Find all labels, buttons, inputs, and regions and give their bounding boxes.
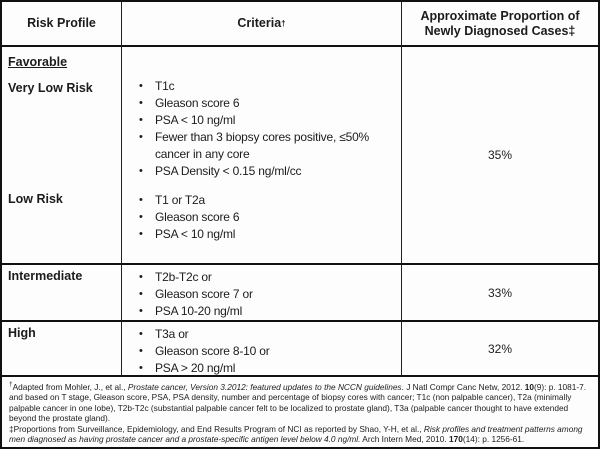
criteria-item: T2b-T2c or [132, 269, 397, 286]
footnote-text: 170 [449, 434, 463, 445]
row-label-low-risk: Low Risk [8, 192, 63, 206]
intermediate-proportion-cell: 33% [402, 265, 598, 322]
criteria-item: PSA 10-20 ng/ml [132, 303, 397, 320]
proportion-value: 33% [487, 285, 513, 300]
group-label-favorable: Favorable [8, 55, 68, 69]
footnote-text: Adapted from Mohler, J., et al., [12, 381, 128, 392]
footnote-adapted: †Adapted from Mohler, J., et al., Prosta… [9, 380, 591, 424]
header-criteria: Criteria † [122, 2, 402, 47]
criteria-item: Gleason score 8-10 or [132, 343, 397, 360]
footnotes-section: †Adapted from Mohler, J., et al., Prosta… [2, 377, 598, 447]
header-proportion-line1: Approximate Proportion of [420, 8, 580, 23]
footnote-text: J Natl Compr Canc Netw, 2012. [403, 381, 525, 392]
criteria-item: T1c [132, 78, 397, 95]
header-criteria-label: Criteria [237, 16, 282, 30]
proportion-value: 35% [487, 148, 513, 162]
favorable-label-cell: Favorable Very Low Risk Low Risk [2, 47, 122, 265]
footnote-text: (9): p. 1081-7. and based on T stage, Gl… [9, 381, 587, 424]
row-label-very-low-risk: Very Low Risk [8, 81, 93, 95]
criteria-list-low-risk: T1 or T2aGleason score 6PSA < 10 ng/ml [132, 192, 397, 243]
criteria-item: PSA < 10 ng/ml [132, 226, 397, 243]
footnote-marker: † [9, 381, 13, 388]
criteria-item: T3a or [132, 326, 397, 343]
header-risk-profile-label: Risk Profile [27, 16, 96, 30]
high-criteria-cell: T3a orGleason score 8-10 orPSA > 20 ng/m… [122, 322, 402, 377]
row-label-text: High [8, 326, 36, 340]
footnote-text: 10 [524, 381, 534, 392]
criteria-item: Gleason score 7 or [132, 286, 397, 303]
criteria-item: Gleason score 6 [132, 95, 397, 112]
header-proportion-line2: Newly Diagnosed Cases‡ [424, 23, 576, 38]
footnote-text: Arch Intern Med, 2010. [360, 434, 450, 445]
row-label-intermediate: Intermediate [2, 265, 122, 322]
favorable-proportion-cell: 35% [402, 47, 598, 265]
criteria-list-very-low-risk: T1cGleason score 6PSA < 10 ng/mlFewer th… [132, 78, 397, 180]
criteria-item: Gleason score 6 [132, 209, 397, 226]
criteria-item: T1 or T2a [132, 192, 397, 209]
header-risk-profile: Risk Profile [2, 2, 122, 47]
intermediate-criteria-cell: T2b-T2c orGleason score 7 orPSA 10-20 ng… [122, 265, 402, 322]
criteria-list-intermediate: T2b-T2c orGleason score 7 orPSA 10-20 ng… [132, 269, 397, 320]
high-proportion-cell: 32% [402, 322, 598, 377]
criteria-item: PSA < 10 ng/ml [132, 112, 397, 129]
criteria-item: Fewer than 3 biopsy cores positive, ≤50%… [132, 129, 397, 163]
criteria-item: PSA Density < 0.15 ng/ml/cc [132, 163, 397, 180]
proportion-value: 32% [487, 341, 513, 356]
dagger-superscript: † [281, 19, 286, 28]
footnote-text: ‡Proportions from Surveillance, Epidemio… [9, 423, 424, 434]
criteria-item: PSA > 20 ng/ml [132, 360, 397, 375]
footnote-proportions: ‡Proportions from Surveillance, Epidemio… [9, 424, 591, 445]
footnote-text: Risk profiles and treatment patterns amo… [9, 423, 583, 445]
row-label-text: Intermediate [8, 269, 83, 283]
row-label-high: High [2, 322, 122, 377]
footnote-text: (14): p. 1256-61. [462, 434, 525, 445]
criteria-list-high: T3a orGleason score 8-10 orPSA > 20 ng/m… [132, 326, 397, 375]
footnote-text: Prostate cancer, Version 3.2012: feature… [127, 381, 404, 392]
favorable-criteria-cell: T1cGleason score 6PSA < 10 ng/mlFewer th… [122, 47, 402, 265]
header-proportion: Approximate Proportion of Newly Diagnose… [402, 2, 598, 47]
